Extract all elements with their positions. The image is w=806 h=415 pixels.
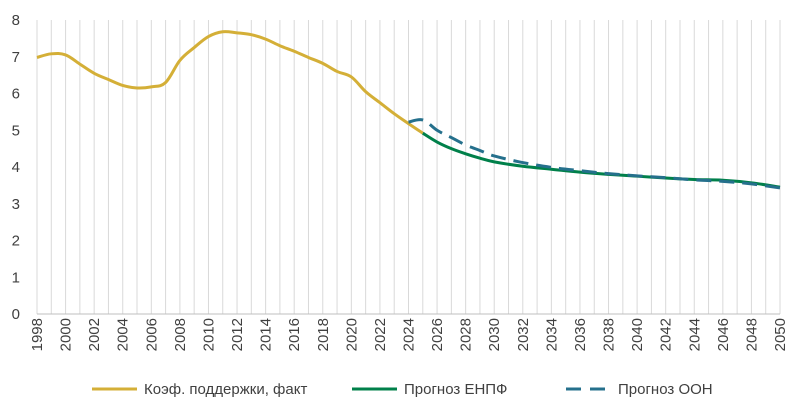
x-tick-label: 2036 — [572, 318, 589, 351]
y-tick-label: 6 — [12, 86, 20, 103]
x-tick-label: 2050 — [772, 318, 789, 351]
series-lines — [36, 30, 781, 190]
x-tick-label: 2042 — [658, 318, 675, 351]
series-line-2 — [408, 118, 781, 190]
y-tick-label: 0 — [12, 306, 20, 323]
x-tick-label: 2014 — [258, 318, 275, 351]
x-tick-label: 2026 — [429, 318, 446, 351]
x-tick-label: 2032 — [515, 318, 532, 351]
x-tick-label: 2034 — [543, 318, 560, 351]
x-tick-label: 2028 — [458, 318, 475, 351]
x-tick-label: 2012 — [229, 318, 246, 351]
y-tick-label: 5 — [12, 122, 20, 139]
series-line-0 — [36, 30, 424, 135]
x-tick-label: 2002 — [86, 318, 103, 351]
x-tick-label: 2048 — [743, 318, 760, 351]
legend-label-1: Прогноз ЕНПФ — [404, 381, 507, 398]
x-tick-label: 2046 — [715, 318, 732, 351]
y-axis-ticks: 0 1 2 3 4 5 6 7 8 — [12, 12, 20, 323]
x-tick-label: 2024 — [401, 318, 418, 351]
x-tick-label: 2022 — [372, 318, 389, 351]
y-tick-label: 8 — [12, 12, 20, 29]
y-tick-label: 4 — [12, 159, 20, 176]
x-tick-label: 2018 — [315, 318, 332, 351]
y-tick-label: 1 — [12, 269, 20, 286]
x-tick-label: 2016 — [286, 318, 303, 351]
x-tick-label: 2004 — [115, 318, 132, 351]
x-tick-label: 2030 — [486, 318, 503, 351]
grid-lines — [36, 20, 781, 314]
x-tick-label: 2008 — [172, 318, 189, 351]
y-tick-label: 3 — [12, 196, 20, 213]
x-tick-label: 2010 — [200, 318, 217, 351]
legend-label-0: Коэф. поддержки, факт — [144, 381, 307, 398]
x-tick-label: 2020 — [343, 318, 360, 351]
x-tick-label: 2044 — [686, 318, 703, 351]
series-line-1 — [421, 131, 781, 189]
y-tick-label: 7 — [12, 49, 20, 66]
x-tick-label: 1998 — [29, 318, 46, 351]
x-tick-label: 2000 — [58, 318, 75, 351]
x-axis-ticks: 1998 2000 2002 2004 2006 2008 2010 2012 2014 2016… — [29, 318, 789, 351]
x-tick-label: 2040 — [629, 318, 646, 351]
x-tick-label: 2038 — [601, 318, 618, 351]
x-tick-label: 2006 — [143, 318, 160, 351]
y-tick-label: 2 — [12, 233, 20, 250]
legend-label-2: Прогноз ООН — [618, 381, 713, 398]
legend: Коэф. поддержки, факт Прогноз ЕНПФ Прогноз… — [92, 381, 713, 398]
